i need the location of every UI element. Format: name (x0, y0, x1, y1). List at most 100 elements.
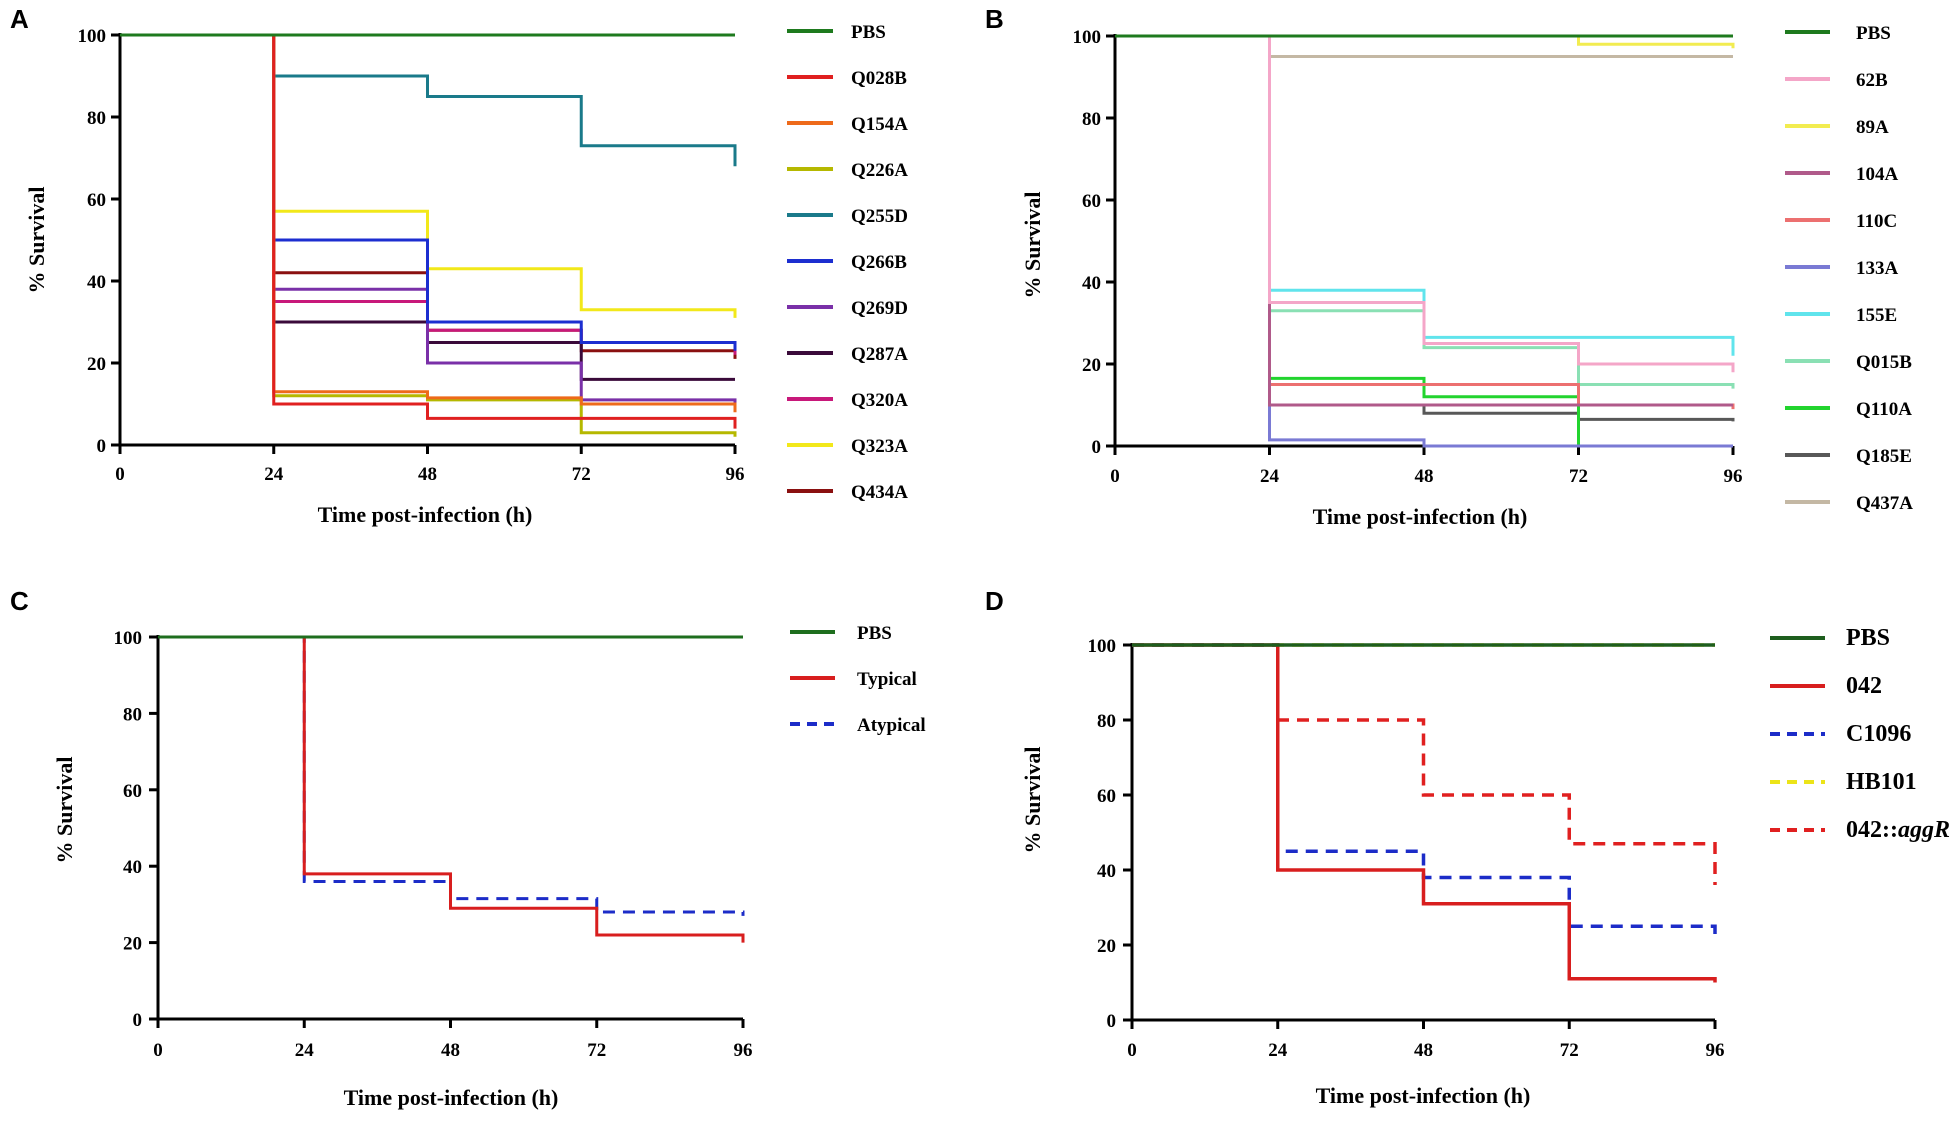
x-tick-label: 48 (441, 1040, 460, 1061)
x-tick-label: 24 (1268, 1040, 1288, 1061)
legend-label: 89A (1856, 117, 1889, 138)
y-tick-label: 40 (1097, 861, 1116, 882)
x-tick-label: 0 (153, 1040, 163, 1061)
x-tick-label: 24 (264, 464, 284, 485)
panel-letter: C (10, 586, 29, 616)
legend-label: 042::aggR (1846, 817, 1950, 843)
y-tick-label: 0 (97, 436, 107, 457)
legend-label: C1096 (1846, 721, 1911, 747)
panel-d: D 0 20 40 60 80 100 0 24 48 72 96 Time post-infectio… (985, 586, 1950, 1108)
x-tick-label: 48 (418, 464, 437, 485)
y-axis-title: % Survival (52, 757, 77, 864)
series-line-q028b (120, 33, 737, 429)
x-tick-label: 0 (115, 464, 125, 485)
legend-label: 110C (1856, 211, 1897, 232)
x-tick-label: 96 (1724, 466, 1743, 487)
series-line-110c (1115, 34, 1735, 410)
legend: PBS 62B 89A 104A 110C 133A 155E Q015B Q110A Q185E… (1785, 23, 1913, 514)
y-tick-label: 20 (87, 354, 106, 375)
series-group (120, 33, 737, 437)
series-line-104a (1115, 34, 1733, 407)
series-line-62b (1115, 34, 1735, 373)
legend-label: Q320A (851, 390, 908, 411)
x-tick-label: 24 (1260, 466, 1280, 487)
series-group (158, 635, 745, 943)
y-tick-label: 100 (78, 26, 107, 47)
y-axis-title: % Survival (24, 187, 49, 294)
x-tick-label: 48 (1414, 1040, 1433, 1061)
x-tick-label: 96 (734, 1040, 753, 1061)
legend-label: 155E (1856, 305, 1897, 326)
legend-label: Q287A (851, 344, 908, 365)
panel-a: A 0 20 40 60 80 100 0 24 48 72 96 Time post-infectio… (10, 4, 908, 527)
y-tick-label: 0 (1092, 437, 1102, 458)
legend-label: Q266B (851, 252, 907, 273)
panel-letter: B (985, 4, 1004, 34)
legend-label: Q015B (1856, 352, 1912, 373)
y-tick-label: 0 (133, 1010, 143, 1031)
x-tick-label: 72 (587, 1040, 606, 1061)
y-tick-label: 80 (1097, 711, 1116, 732)
legend-label: PBS (851, 22, 886, 43)
legend-label: Q154A (851, 114, 908, 135)
legend-label: PBS (1846, 625, 1890, 651)
x-tick-label: 48 (1415, 466, 1434, 487)
series-line-89a (1115, 34, 1735, 49)
x-tick-label: 96 (726, 464, 745, 485)
y-tick-label: 20 (123, 934, 142, 955)
legend-label: Q110A (1856, 399, 1912, 420)
y-tick-label: 60 (123, 781, 142, 802)
legend-label: PBS (1856, 23, 1891, 44)
x-axis-title: Time post-infection (h) (318, 502, 533, 527)
y-tick-label: 80 (123, 704, 142, 725)
y-tick-label: 60 (1082, 191, 1101, 212)
x-tick-label: 72 (572, 464, 591, 485)
y-axis-title: % Survival (1020, 747, 1045, 854)
y-tick-label: 20 (1082, 355, 1101, 376)
legend-label: Q028B (851, 68, 907, 89)
legend-label: HB101 (1846, 769, 1917, 795)
series-line-q437a (1115, 34, 1733, 58)
series-line-q255d (120, 33, 737, 167)
y-tick-label: 80 (1082, 109, 1101, 130)
legend-label: Atypical (857, 715, 926, 736)
legend-label: Q185E (1856, 446, 1912, 467)
y-tick-label: 0 (1107, 1011, 1117, 1032)
legend-label: 133A (1856, 258, 1899, 279)
legend: PBS Q028B Q154A Q226A Q255D Q266B Q269D Q287A Q3… (787, 22, 908, 503)
legend-label: Q255D (851, 206, 908, 227)
legend-label: 042 (1846, 673, 1882, 699)
series-group (1115, 34, 1735, 448)
y-tick-label: 100 (1088, 636, 1117, 657)
series-line-042 (1132, 643, 1717, 983)
series-line-typical (158, 635, 745, 943)
x-tick-label: 0 (1127, 1040, 1137, 1061)
series-line-042-aggr (1132, 643, 1717, 885)
x-axis-title: Time post-infection (h) (344, 1085, 559, 1110)
x-tick-label: 24 (295, 1040, 315, 1061)
panel-letter: A (10, 4, 29, 34)
x-axis-title: Time post-infection (h) (1316, 1083, 1531, 1108)
legend-label: Q437A (1856, 493, 1913, 514)
legend-label: 104A (1856, 164, 1899, 185)
y-tick-label: 20 (1097, 936, 1116, 957)
legend-label: Q226A (851, 160, 908, 181)
x-tick-label: 72 (1560, 1040, 1579, 1061)
y-tick-label: 40 (123, 857, 142, 878)
panel-b: B 0 20 40 60 80 100 0 24 48 72 96 Time post-infectio… (985, 4, 1913, 529)
legend-label: Q434A (851, 482, 908, 503)
x-tick-label: 96 (1706, 1040, 1725, 1061)
y-tick-label: 100 (1073, 27, 1102, 48)
y-tick-label: 60 (87, 190, 106, 211)
series-group (1132, 643, 1717, 983)
panel-c: C 0 20 40 60 80 100 0 24 48 72 96 Time post-infectio… (10, 586, 926, 1110)
x-tick-label: 0 (1110, 466, 1120, 487)
legend-label: PBS (857, 623, 892, 644)
legend-label: Q269D (851, 298, 908, 319)
y-tick-label: 100 (114, 628, 143, 649)
legend-label: Q323A (851, 436, 908, 457)
y-axis-title: % Survival (1020, 192, 1045, 299)
x-tick-label: 72 (1569, 466, 1588, 487)
